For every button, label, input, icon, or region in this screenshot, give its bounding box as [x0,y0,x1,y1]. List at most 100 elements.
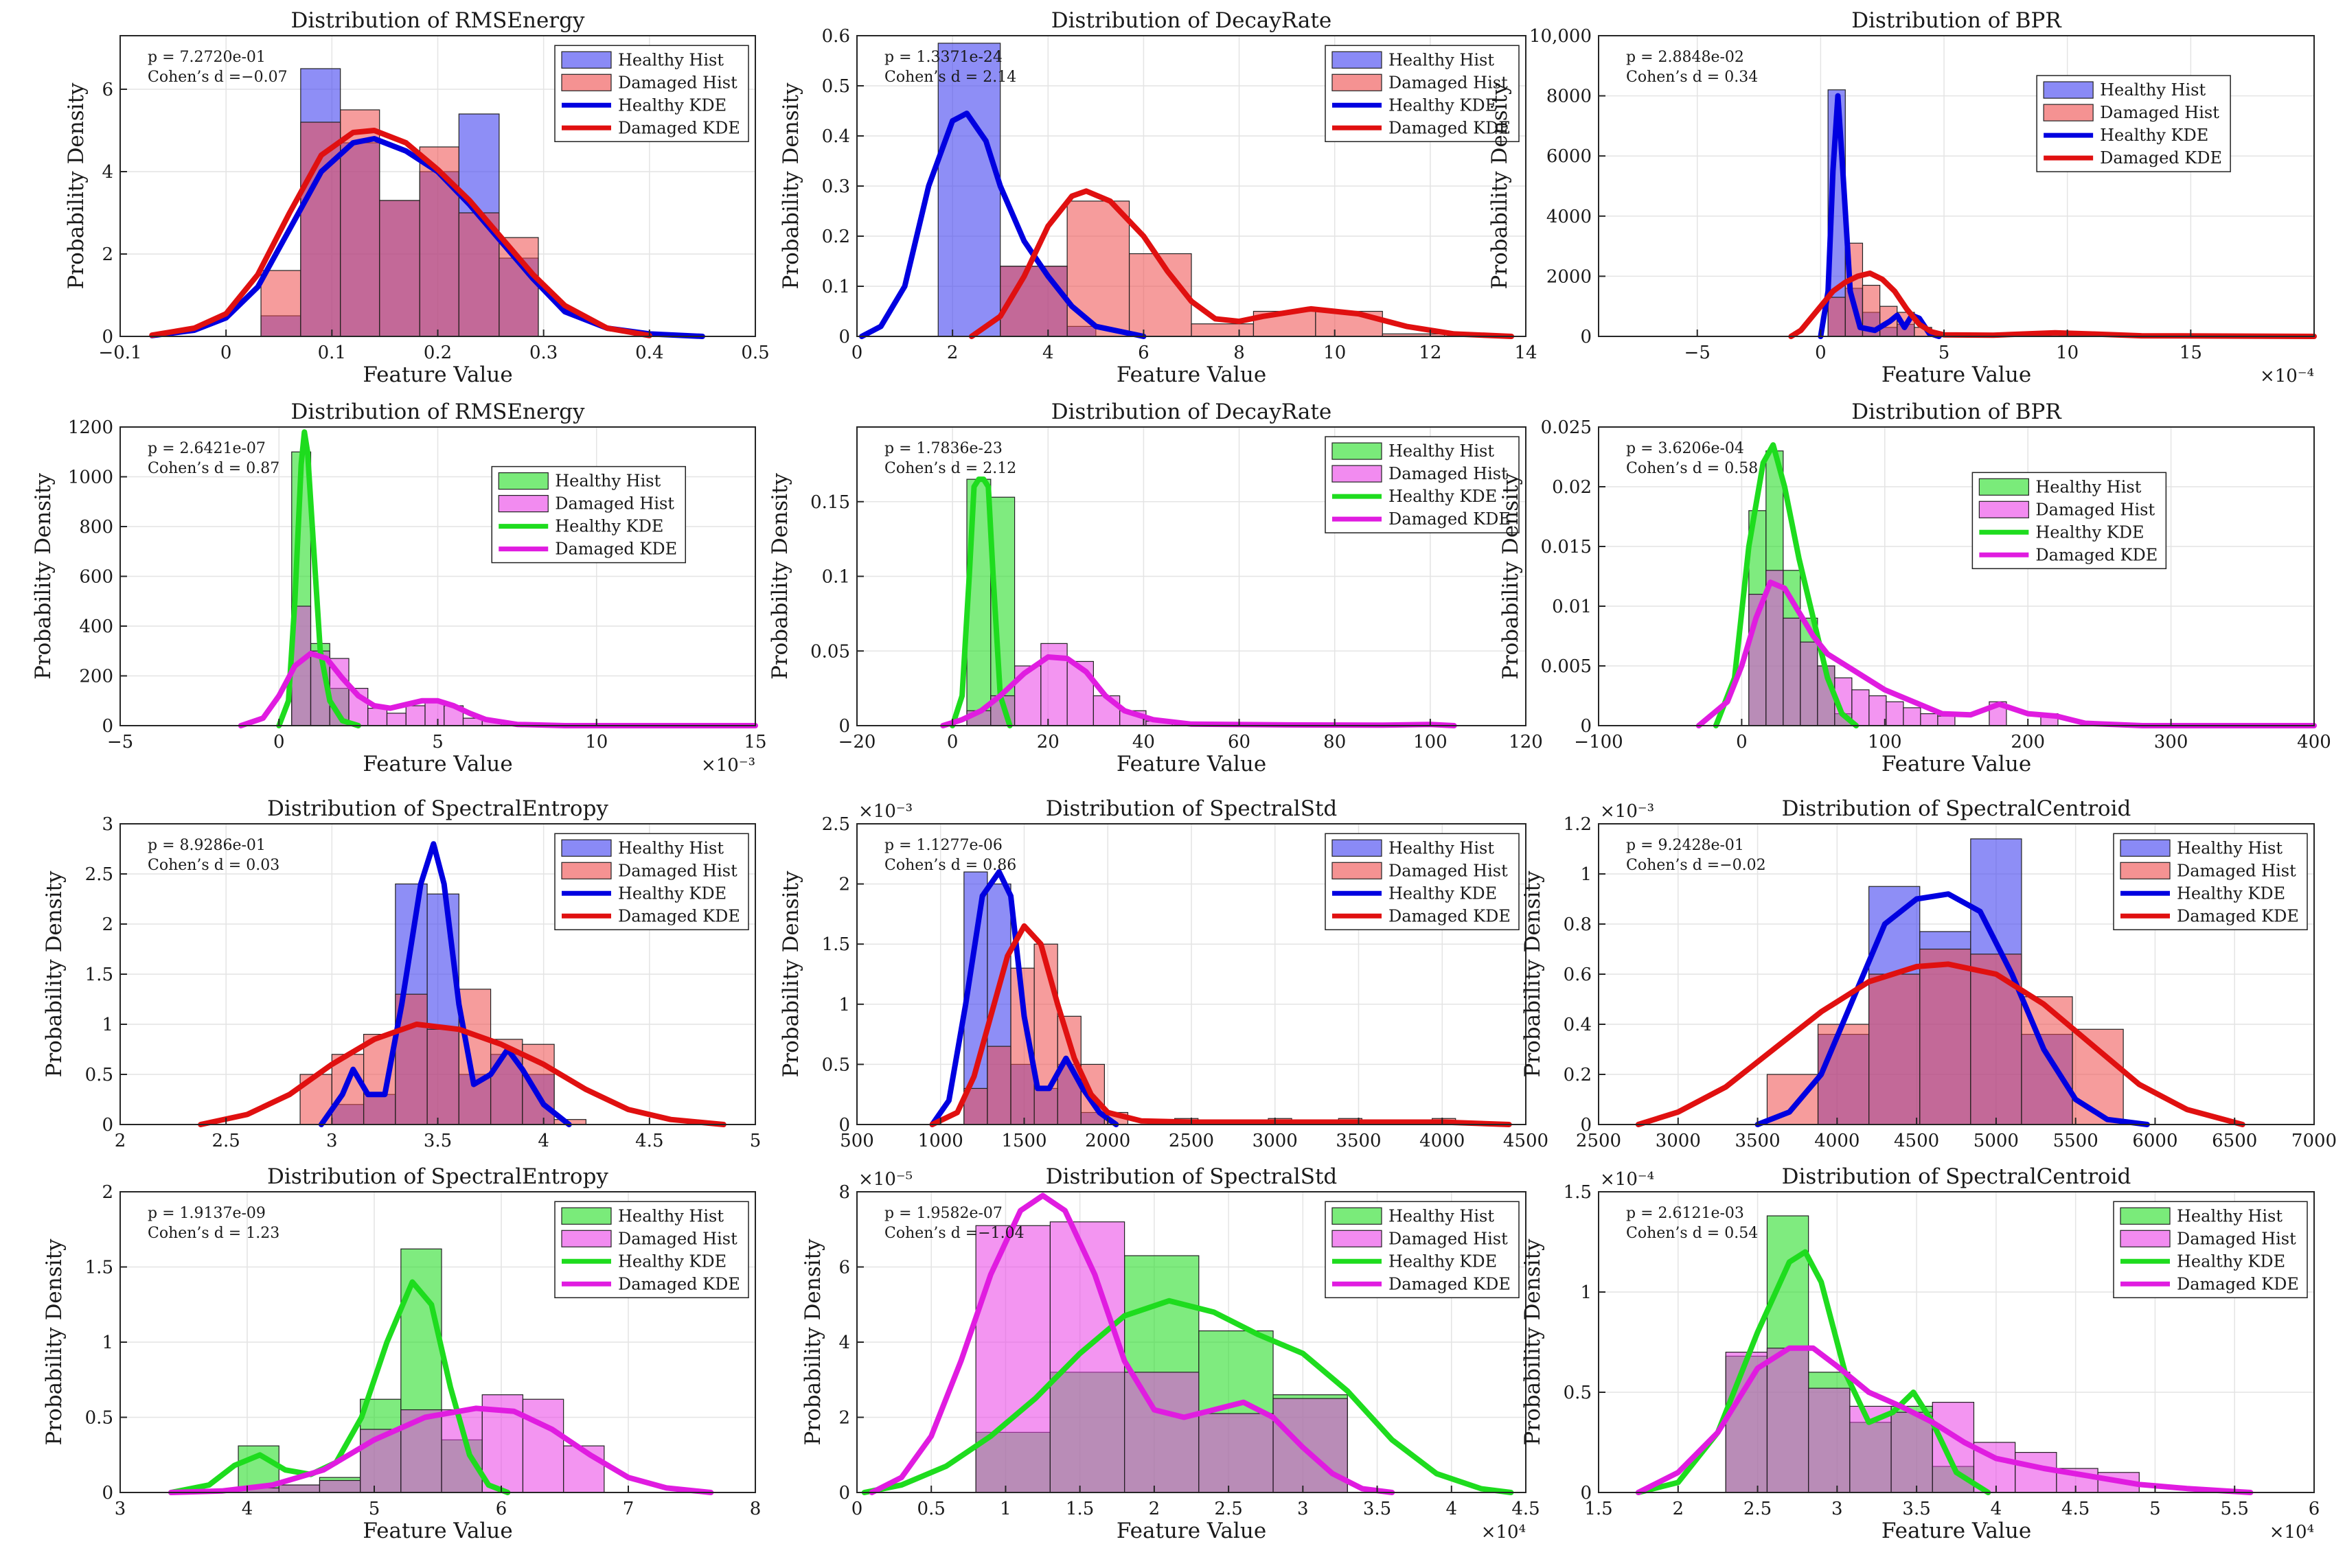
x-tick-label: 8 [750,1499,762,1519]
y-tick-label: 0 [1580,327,1592,347]
y-tick-label: 0 [838,1115,850,1135]
y-axis-label: Probability Density [1498,472,1523,680]
damaged-hist-bar [522,1398,564,1493]
y-axis-label: Probability Density [801,1238,825,1446]
x-tick-label: 5 [1938,343,1950,363]
x-tick-label: 1 [1000,1499,1011,1519]
damaged-hist-bar [331,1054,365,1125]
damaged-hist-bar [458,989,492,1125]
y-tick-label: 0.005 [1541,656,1592,677]
x-tick-label: 80 [1323,732,1346,752]
legend-entry: Healthy Hist [2177,1206,2283,1225]
legend-swatch [498,494,549,513]
y-tick-label: 1 [1580,1282,1592,1303]
damaged-hist-bar [1808,1387,1851,1493]
p-value-annotation: p = 8.9286e-01 [148,837,266,854]
x-tick-label: 3000 [1656,1131,1701,1151]
damaged-hist-bar [1890,1411,1933,1493]
healthy-kde-line [1635,1249,1991,1495]
legend-entry: Healthy KDE [2177,1252,2285,1271]
cohens-d-annotation: Cohen’s d = 0.03 [148,857,279,874]
damaged-kde-line [929,923,1512,1127]
y-tick-label: 0.1 [822,567,850,588]
y-axis-label: Probability Density [42,1238,67,1446]
legend-entry: Damaged KDE [2177,906,2299,925]
chart-panel-7: 2 2.5 3 3.5 4 4.5 5 0 0.5 1 1.5 2 2.5 3 Distribution o… [42,796,761,1151]
y-tick-label: 4 [838,1333,850,1353]
legend-entry: Healthy KDE [1388,487,1497,506]
cohens-d-annotation: Cohen’s d = 2.12 [884,460,1016,477]
x-tick-label: 60 [1228,732,1250,752]
x-tick-label: 3 [115,1499,126,1519]
x-tick-label: 12 [1419,343,1441,363]
legend-entry: Healthy Hist [1388,50,1494,69]
x-tick-label: 3 [1297,1499,1309,1519]
healthy-kde-line [1754,891,2150,1127]
x-tick-label: 2.5 [1214,1499,1242,1519]
x-tick-label: 14 [1514,343,1537,363]
x-tick-label: 3 [1831,1499,1843,1519]
damaged-hist-bar [1033,943,1058,1125]
legend-entry: Damaged Hist [2177,1229,2296,1248]
damaged-hist-bar [1868,973,1921,1125]
y-tick-label: 6 [102,80,113,100]
x-tick-label: 5000 [1974,1131,2019,1151]
x-tick-label: 5 [750,1131,762,1151]
damaged-hist-bar [400,1409,442,1493]
x-axis-label: Feature Value [363,362,512,387]
x-tick-label: 0 [851,343,863,363]
cohens-d-annotation: Cohen’s d = 0.54 [1626,1225,1758,1242]
x-tick-label: 0 [220,343,232,363]
x-tick-label: 0.5 [741,343,769,363]
chart-title: Distribution of SpectralCentroid [1782,1164,2131,1189]
legend-swatch [2120,1230,2171,1247]
x-tick-label: 3500 [1336,1131,1381,1151]
chart-title: Distribution of DecayRate [1051,400,1331,424]
p-value-annotation: p = 1.9137e-09 [148,1205,266,1222]
legend-swatch [1331,1207,1382,1225]
x-tick-label: 4 [1446,1499,1458,1519]
y-axis-label: Probability Density [64,82,89,290]
damaged-kde-line [238,650,758,728]
x-tick-label: 4 [1042,343,1054,363]
chart-title: Distribution of BPR [1851,8,2062,33]
damaged-hist-bar [2015,1452,2057,1493]
y-tick-label: 2000 [1546,266,1592,287]
damaged-hist-bar [386,713,407,726]
x-tick-label: 10 [2056,343,2079,363]
legend-entry: Healthy Hist [618,838,724,857]
legend-entry: Damaged Hist [618,1229,737,1248]
p-value-annotation: p = 1.3371e-24 [884,49,1003,66]
axes-box [1598,35,2315,337]
p-value-annotation: p = 7.2720e-01 [148,49,266,66]
legend-entry: Healthy KDE [618,884,727,903]
y-axis-label: Probability Density [1520,1238,1545,1446]
chart-title: Distribution of SpectralStd [1046,796,1338,821]
y-tick-label: 600 [79,567,113,588]
y-tick-label: 0.02 [1552,477,1592,498]
legend-entry: Damaged KDE [618,118,740,137]
damaged-hist-bar [1827,297,1846,337]
damaged-hist-bar [499,237,539,337]
x-tick-label: 15 [744,732,766,752]
x-tick-label: 15 [2180,343,2202,363]
x-tick-label: 120 [1509,732,1543,752]
damaged-hist-bar [987,1046,1011,1125]
cohens-d-annotation: Cohen’s d = 0.34 [1626,69,1758,86]
chart-panel-12: 1.5 2 2.5 3 3.5 4 4.5 5 5.5 6 0 0.5 1 1.5 ×10⁴ ×10⁻⁴ Dis… [1520,1164,2320,1543]
x-tick-label: 10 [1323,343,1346,363]
x-tick-label: 40 [1132,732,1155,752]
x-tick-label: 2.5 [211,1131,240,1151]
y-tick-label: 0.5 [85,1408,113,1429]
x-tick-label: −20 [838,732,876,752]
cohens-d-annotation: Cohen’s d =−0.02 [1626,857,1766,874]
x-tick-label: 4500 [1503,1131,1548,1151]
y-tick-label: 1 [102,1015,113,1035]
y-tick-label: 1000 [68,468,113,488]
chart-panel-5: −20 0 20 40 60 80 100 12000.050.10.15Distributi… [768,400,1543,776]
x-tick-label: −5 [1684,343,1711,363]
legend-swatch [561,73,612,91]
y-tick-label: 0 [838,327,850,347]
axes-box [1598,1191,2315,1493]
